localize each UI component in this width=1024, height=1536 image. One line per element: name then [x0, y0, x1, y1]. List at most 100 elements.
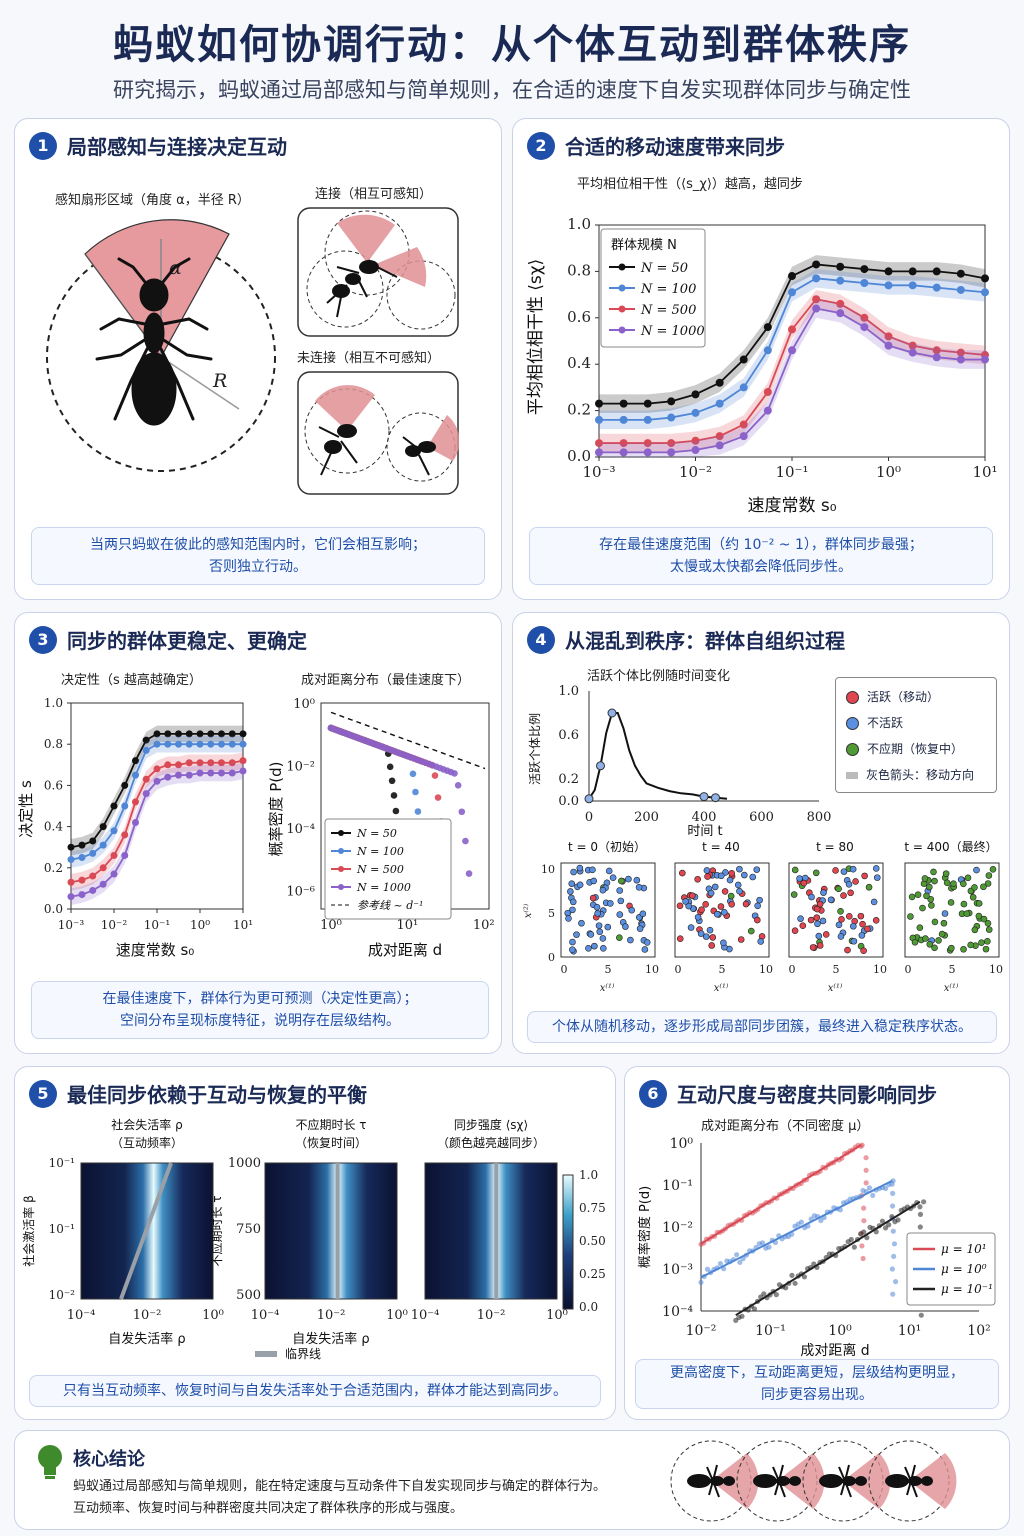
- fit-line: [700, 1179, 893, 1279]
- heatmap-1: [264, 1162, 398, 1300]
- particle: [576, 881, 584, 889]
- ant-chain-illustration: [670, 1440, 957, 1522]
- panel-3: 3 同步的群体更稳定、更确定 决定性（s 越高越确定） 成对距离分布（最佳速度下）…: [14, 612, 502, 1054]
- panel-number: 4: [527, 625, 555, 654]
- data-point: [788, 288, 796, 297]
- conclusion-panel: 核心结论 蚂蚁通过局部感知与简单规则，能在特定速度与互动条件下自发实现同步与确定…: [14, 1430, 1010, 1530]
- colorbar-tick: 0.25: [579, 1267, 606, 1281]
- particle: [815, 932, 823, 940]
- legend-title: 群体规模 N: [611, 238, 677, 253]
- x-tick-label: 10²: [473, 918, 495, 933]
- data-point: [153, 730, 161, 738]
- data-point: [619, 399, 628, 408]
- y-tick-label: 10⁻²: [49, 1288, 76, 1302]
- page-title: 蚂蚁如何协调行动：从个体互动到群体秩序: [113, 22, 911, 68]
- y-tick-label: 0.6: [567, 308, 591, 326]
- panel-2-caption: 存在最佳速度范围（约 10⁻² ~ 1），群体同步最强； 太慢或太快都会降低同步…: [529, 527, 993, 585]
- data-point: [734, 1252, 740, 1258]
- y-tick-label: 0.8: [567, 261, 591, 279]
- particle: [600, 944, 607, 952]
- panel-6: 6 互动尺度与密度共同影响同步 成对距离分布（不同密度 μ） 10⁰ 10⁻¹ 10⁻…: [624, 1066, 1010, 1420]
- data-point: [99, 880, 107, 888]
- particle: [984, 920, 992, 927]
- data-point: [932, 353, 941, 362]
- data-point: [851, 1244, 857, 1250]
- data-point: [89, 886, 97, 894]
- data-point: [142, 746, 150, 754]
- legend-marker: [338, 848, 344, 854]
- particle: [971, 926, 979, 934]
- ant-leg: [844, 1464, 850, 1482]
- legend-label: 参考线 ~ d⁻¹: [357, 899, 423, 912]
- data-point: [918, 1312, 924, 1318]
- data-point: [886, 1222, 892, 1228]
- data-point: [981, 355, 989, 364]
- data-point: [739, 432, 748, 441]
- active-fraction-line: [588, 712, 728, 800]
- data-point: [812, 260, 821, 269]
- data-point: [739, 383, 748, 392]
- data-point: [390, 792, 398, 799]
- data-point: [818, 1217, 824, 1224]
- data-point: [895, 1217, 901, 1223]
- data-point: [667, 413, 676, 422]
- snapshot-marker: [596, 761, 605, 771]
- data-point: [217, 769, 225, 777]
- x-tick-label: 10⁰: [202, 1308, 224, 1323]
- snapshot-marker: [584, 794, 594, 804]
- particle: [628, 906, 636, 914]
- particle: [978, 939, 985, 946]
- particle: [585, 945, 592, 952]
- particle: [622, 923, 629, 930]
- data-point: [89, 849, 97, 857]
- conclusion-title: 核心结论: [73, 1449, 145, 1470]
- data-point: [174, 740, 182, 748]
- particle: [926, 940, 934, 948]
- data-point: [860, 265, 869, 274]
- x-axis-label: 成对距离 d: [368, 941, 442, 959]
- particle: [754, 902, 761, 910]
- particle: [717, 903, 725, 910]
- data-point: [763, 323, 772, 332]
- data-point: [812, 304, 821, 313]
- x-tick-label: 10⁰: [876, 463, 901, 481]
- particle: [639, 910, 647, 918]
- particle: [727, 892, 735, 900]
- x-tick-label: 10⁰: [386, 1308, 408, 1323]
- particle: [618, 877, 625, 885]
- data-point: [890, 1190, 896, 1196]
- y-axis-label: 决定性 s: [17, 780, 35, 838]
- particle: [599, 935, 607, 942]
- particle: [861, 872, 868, 880]
- data-point: [863, 1167, 869, 1173]
- particle: [832, 867, 839, 874]
- particle: [587, 931, 595, 938]
- particle: [721, 888, 729, 895]
- connected-label: 连接（相互可感知）: [315, 187, 433, 202]
- particle: [599, 886, 607, 894]
- x-tick-label: 600: [749, 810, 774, 825]
- data-point: [836, 309, 845, 318]
- data-point: [766, 1244, 772, 1250]
- x-tick-label: 0: [675, 963, 682, 976]
- critical-line-legend: [255, 1351, 277, 1357]
- panel-3-caption: 在最佳速度下，群体行为更可预测（决定性更高）； 空间分布呈现标度特征，说明存在层…: [31, 981, 489, 1039]
- data-point: [185, 759, 193, 767]
- data-point: [185, 771, 193, 779]
- data-point: [164, 761, 172, 769]
- data-point: [870, 1192, 876, 1198]
- particle: [858, 932, 866, 939]
- particle: [975, 900, 983, 907]
- particle: [791, 866, 799, 874]
- panel-title: 同步的群体更稳定、更确定: [67, 629, 307, 653]
- data-point: [737, 1259, 743, 1265]
- legend-arrow: 灰色箭头：移动方向: [866, 768, 975, 782]
- y-tick-label: 10⁻¹: [49, 1156, 75, 1170]
- y-tick-label: 0.0: [567, 447, 591, 465]
- particle: [720, 908, 728, 916]
- particle: [844, 946, 851, 954]
- particle: [943, 879, 951, 887]
- particle: [985, 926, 993, 933]
- critical-line-label: 临界线: [285, 1347, 321, 1361]
- density-pair-distance-chart: 10⁰ 10⁻¹ 10⁻² 10⁻³ 10⁻⁴ 10⁻² 10⁻¹ 10⁰ 10¹ 10² μ = …: [637, 1136, 996, 1359]
